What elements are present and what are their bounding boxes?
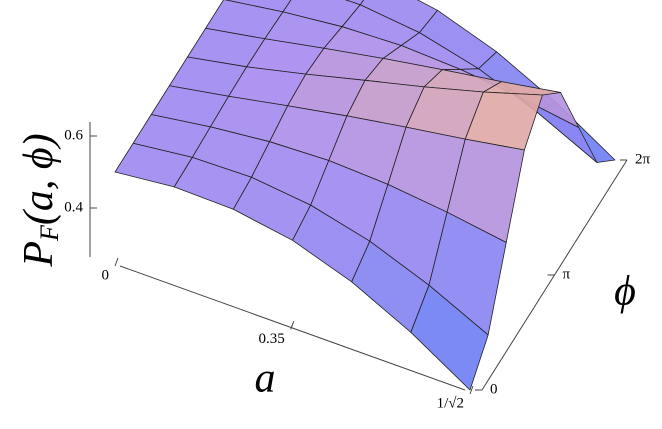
x-axis-label: a [255, 356, 276, 402]
z-tick-label: 0.4 [64, 199, 83, 215]
z-label-rest: (a, ϕ) [16, 133, 62, 225]
x-tick [290, 321, 295, 330]
x-tick [469, 385, 474, 395]
x-tick-label: 0 [102, 267, 110, 283]
x-tick-label: 0.35 [258, 331, 284, 347]
z-axis-label: PF(a, ϕ) [16, 133, 64, 267]
y-tick-label: π [563, 266, 571, 282]
z-label-main: P [16, 241, 62, 268]
surface [114, 0, 616, 391]
x-tick-label: 1/√2 [437, 395, 464, 411]
y-tick-label: 0 [490, 381, 498, 397]
y-tick-label: 2π [635, 151, 651, 167]
surface-patch [410, 284, 489, 391]
z-label-sub: F [35, 224, 64, 242]
x-tick [114, 257, 119, 267]
z-tick-label: 0.6 [64, 127, 83, 143]
y-axis-label: ϕ [614, 269, 636, 315]
x-axis-line [119, 265, 466, 391]
